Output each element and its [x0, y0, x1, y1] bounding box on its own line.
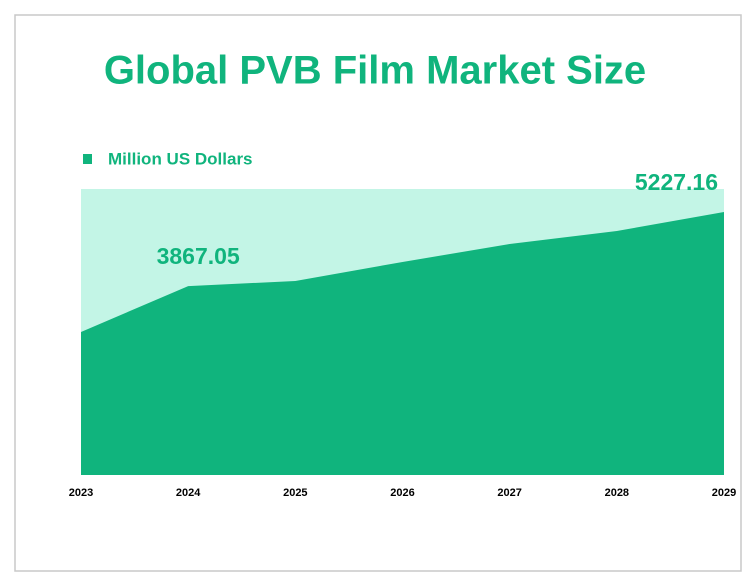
legend-label: Million US Dollars	[108, 149, 253, 168]
legend-swatch	[83, 154, 92, 164]
x-tick-label: 2027	[497, 487, 521, 499]
x-tick-label: 2025	[283, 487, 307, 499]
data-label: 5227.16	[635, 169, 718, 195]
x-tick-label: 2026	[390, 487, 414, 499]
area	[81, 212, 724, 475]
x-tick-label: 2023	[69, 487, 93, 499]
x-tick-label: 2024	[176, 487, 201, 499]
x-tick-label: 2029	[712, 487, 736, 499]
data-label: 3867.05	[157, 243, 240, 269]
x-tick-label: 2028	[605, 487, 629, 499]
chart-title: Global PVB Film Market Size	[104, 49, 646, 93]
